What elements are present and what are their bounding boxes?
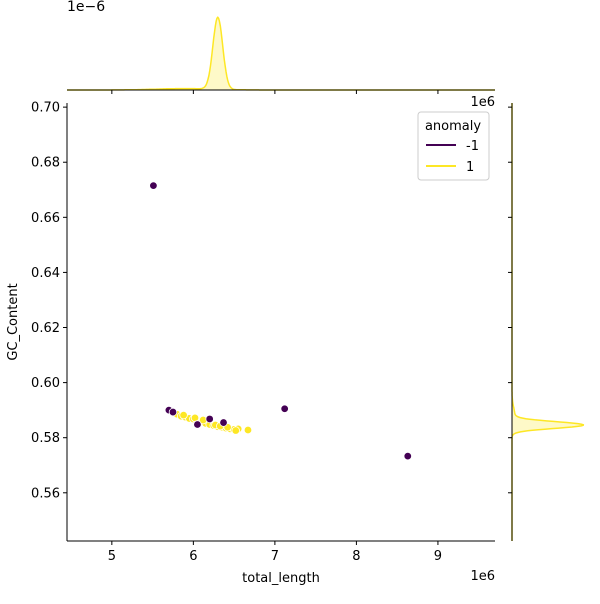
- top-marginal-offset-label: 1e−6: [67, 0, 105, 15]
- y-tick-label: 0.60: [31, 376, 60, 391]
- y-axis-label: GC_Content: [6, 283, 21, 360]
- x-tick-label: 8: [352, 549, 360, 564]
- scatter-point-series-1: [243, 425, 253, 435]
- x-offset-label-bottom: 1e6: [470, 569, 495, 584]
- scatter-point-series-1: [179, 410, 188, 420]
- y-tick-label: 0.62: [31, 321, 60, 336]
- right-density-line: [511, 103, 585, 541]
- scatter-point-series-1: [231, 426, 240, 435]
- legend-title: anomaly: [425, 119, 481, 134]
- top-marginal: 1e−6: [67, 0, 495, 91]
- x-offset-label-top: 1e6: [470, 95, 495, 110]
- legend: anomaly -1 1: [417, 111, 490, 181]
- y-ticks: 0.56 0.58 0.60 0.62 0.64 0.66 0.68 0.70: [31, 101, 512, 501]
- x-axis-label: total_length: [242, 571, 320, 586]
- y-tick-label: 0.66: [31, 211, 60, 226]
- x-tick-label: 7: [271, 549, 279, 564]
- legend-label-series-1: 1: [466, 160, 474, 175]
- top-density-fill: [67, 17, 495, 90]
- right-marginal-density: [511, 103, 585, 541]
- legend-label-series-0: -1: [466, 139, 479, 154]
- y-tick-label: 0.56: [31, 486, 60, 501]
- scatter-point-series-0: [193, 420, 202, 429]
- x-tick-label: 9: [434, 549, 442, 564]
- y-tick-label: 0.58: [31, 431, 60, 446]
- y-tick-label: 0.68: [31, 156, 60, 171]
- scatter-point-series-0: [403, 451, 412, 461]
- y-tick-label: 0.64: [31, 266, 60, 281]
- scatter-point-series-0: [205, 414, 214, 424]
- x-tick-label: 5: [108, 549, 116, 564]
- x-ticks: 5 6 7 8 9: [108, 90, 442, 564]
- right-density-fill: [512, 103, 584, 541]
- scatter-point-series-0: [168, 407, 178, 417]
- plot-area: [149, 181, 412, 461]
- scatter-point-series-0: [280, 404, 289, 413]
- scatter-point-series-0: [149, 181, 158, 190]
- scatter-point-series-0: [219, 418, 228, 427]
- x-tick-label: 6: [189, 549, 197, 564]
- top-density-line: [67, 16, 495, 91]
- right-marginal: [511, 103, 585, 541]
- top-marginal-density: [67, 16, 495, 91]
- y-tick-label: 0.70: [31, 101, 60, 116]
